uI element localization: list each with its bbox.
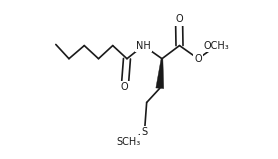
Text: O: O <box>194 54 202 64</box>
Polygon shape <box>156 59 164 89</box>
Text: O: O <box>175 14 183 24</box>
Text: SCH₃: SCH₃ <box>116 137 140 147</box>
Text: O: O <box>121 82 129 92</box>
Text: OCH₃: OCH₃ <box>204 41 230 51</box>
Text: O: O <box>175 14 183 24</box>
Text: S: S <box>142 127 148 137</box>
Text: NH: NH <box>136 41 151 51</box>
Text: S: S <box>142 127 148 137</box>
Text: O: O <box>121 82 129 92</box>
Text: SCH₃: SCH₃ <box>116 137 140 147</box>
Text: O: O <box>194 54 202 64</box>
Text: NH: NH <box>136 41 151 51</box>
Text: OCH₃: OCH₃ <box>204 41 230 51</box>
